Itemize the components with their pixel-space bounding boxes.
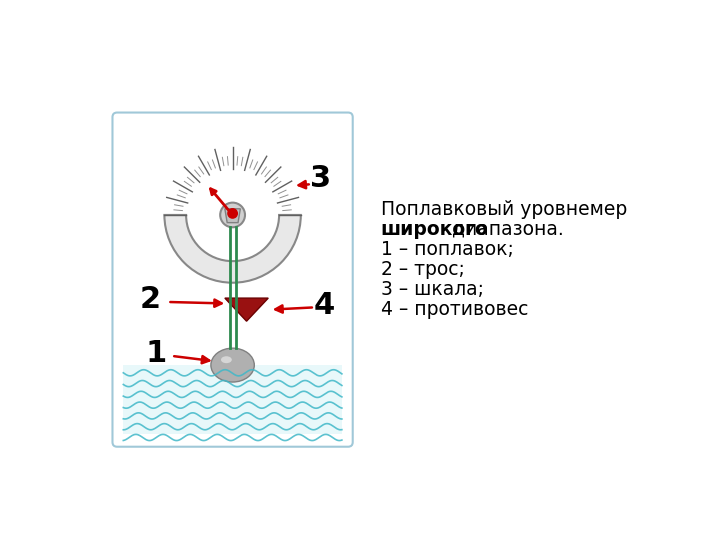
Text: широкого: широкого <box>381 220 488 239</box>
Polygon shape <box>225 209 240 222</box>
FancyBboxPatch shape <box>112 112 353 447</box>
Text: Поплавковый уровнемер: Поплавковый уровнемер <box>381 200 627 219</box>
Polygon shape <box>225 298 269 321</box>
Text: 2: 2 <box>140 285 161 314</box>
Text: 4 – противовес: 4 – противовес <box>381 300 528 319</box>
Text: диапазона.: диапазона. <box>446 220 564 239</box>
Text: 3 – шкала;: 3 – шкала; <box>381 280 484 299</box>
Text: 1 – поплавок;: 1 – поплавок; <box>381 240 513 259</box>
Text: 3: 3 <box>310 164 331 193</box>
Text: 2 – трос;: 2 – трос; <box>381 260 464 279</box>
Text: 1: 1 <box>145 339 166 368</box>
Ellipse shape <box>211 348 254 382</box>
Circle shape <box>220 202 245 227</box>
Ellipse shape <box>221 356 232 363</box>
Text: 4: 4 <box>313 291 335 320</box>
Wedge shape <box>164 215 301 283</box>
Circle shape <box>228 208 238 219</box>
Bar <box>123 365 342 434</box>
